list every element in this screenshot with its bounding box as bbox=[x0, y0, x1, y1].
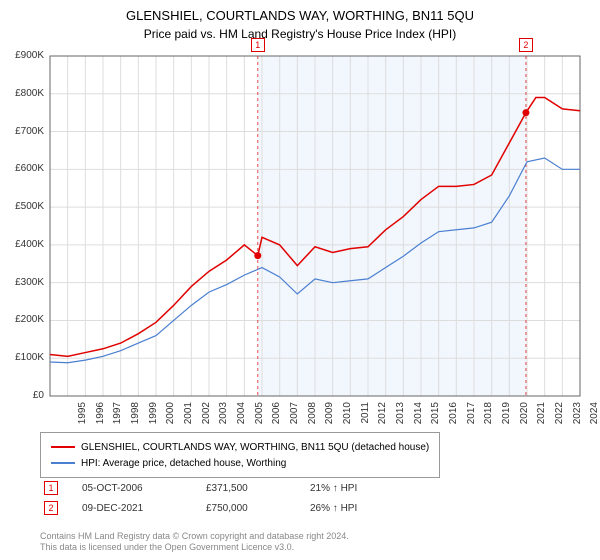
legend-label: GLENSHIEL, COURTLANDS WAY, WORTHING, BN1… bbox=[81, 442, 429, 453]
x-tick-label: 2024 bbox=[589, 402, 600, 432]
y-tick-label: £800K bbox=[0, 88, 44, 99]
transaction-date: 05-OCT-2006 bbox=[82, 483, 182, 494]
x-tick-label: 1995 bbox=[77, 402, 88, 432]
x-tick-label: 1998 bbox=[130, 402, 141, 432]
transaction-row: 2 09-DEC-2021 £750,000 26% ↑ HPI bbox=[40, 498, 600, 518]
x-tick-label: 2002 bbox=[201, 402, 212, 432]
transaction-price: £371,500 bbox=[206, 483, 286, 494]
footnote-line2: This data is licensed under the Open Gov… bbox=[40, 542, 349, 554]
x-tick-label: 2011 bbox=[360, 402, 371, 432]
legend-swatch bbox=[51, 462, 75, 464]
transaction-delta: 26% ↑ HPI bbox=[310, 503, 357, 514]
x-tick-label: 2007 bbox=[289, 402, 300, 432]
y-tick-label: £200K bbox=[0, 314, 44, 325]
x-tick-label: 2003 bbox=[218, 402, 229, 432]
x-tick-label: 2014 bbox=[413, 402, 424, 432]
legend-swatch bbox=[51, 446, 75, 448]
chart-title: GLENSHIEL, COURTLANDS WAY, WORTHING, BN1… bbox=[0, 0, 600, 23]
x-tick-label: 2019 bbox=[501, 402, 512, 432]
x-tick-label: 2000 bbox=[165, 402, 176, 432]
x-tick-label: 1996 bbox=[95, 402, 106, 432]
x-tick-label: 1999 bbox=[148, 402, 159, 432]
x-tick-label: 2012 bbox=[377, 402, 388, 432]
x-tick-label: 2017 bbox=[466, 402, 477, 432]
x-tick-label: 2001 bbox=[183, 402, 194, 432]
x-tick-label: 2013 bbox=[395, 402, 406, 432]
transaction-row: 1 05-OCT-2006 £371,500 21% ↑ HPI bbox=[40, 478, 600, 498]
x-tick-label: 2021 bbox=[536, 402, 547, 432]
footnote: Contains HM Land Registry data © Crown c… bbox=[40, 531, 349, 554]
y-tick-label: £900K bbox=[0, 50, 44, 61]
x-tick-label: 2009 bbox=[324, 402, 335, 432]
chart-subtitle: Price paid vs. HM Land Registry's House … bbox=[0, 23, 600, 41]
x-tick-label: 2006 bbox=[271, 402, 282, 432]
transaction-date: 09-DEC-2021 bbox=[82, 503, 182, 514]
x-tick-label: 2004 bbox=[236, 402, 247, 432]
chart-container: GLENSHIEL, COURTLANDS WAY, WORTHING, BN1… bbox=[0, 0, 600, 560]
x-tick-label: 2016 bbox=[448, 402, 459, 432]
legend-item: HPI: Average price, detached house, Wort… bbox=[51, 455, 429, 471]
y-tick-label: £400K bbox=[0, 239, 44, 250]
x-tick-label: 2020 bbox=[519, 402, 530, 432]
marker-label: 2 bbox=[519, 38, 533, 52]
x-tick-label: 2005 bbox=[254, 402, 265, 432]
x-tick-label: 1997 bbox=[112, 402, 123, 432]
x-tick-label: 2023 bbox=[572, 402, 583, 432]
y-tick-label: £0 bbox=[0, 390, 44, 401]
legend-label: HPI: Average price, detached house, Wort… bbox=[81, 458, 286, 469]
x-tick-label: 2015 bbox=[430, 402, 441, 432]
y-tick-label: £500K bbox=[0, 201, 44, 212]
y-tick-label: £700K bbox=[0, 126, 44, 137]
legend-item: GLENSHIEL, COURTLANDS WAY, WORTHING, BN1… bbox=[51, 439, 429, 455]
y-tick-label: £300K bbox=[0, 277, 44, 288]
chart-plot bbox=[50, 56, 580, 396]
transaction-marker: 1 bbox=[44, 481, 58, 495]
marker-label: 1 bbox=[251, 38, 265, 52]
y-tick-label: £100K bbox=[0, 352, 44, 363]
x-tick-label: 2010 bbox=[342, 402, 353, 432]
footnote-line1: Contains HM Land Registry data © Crown c… bbox=[40, 531, 349, 543]
legend-box: GLENSHIEL, COURTLANDS WAY, WORTHING, BN1… bbox=[40, 432, 440, 478]
x-tick-label: 2018 bbox=[483, 402, 494, 432]
transaction-delta: 21% ↑ HPI bbox=[310, 483, 357, 494]
transaction-marker: 2 bbox=[44, 501, 58, 515]
x-tick-label: 2022 bbox=[554, 402, 565, 432]
transactions-table: 1 05-OCT-2006 £371,500 21% ↑ HPI 2 09-DEC-202… bbox=[40, 478, 600, 518]
y-tick-label: £600K bbox=[0, 163, 44, 174]
transaction-price: £750,000 bbox=[206, 503, 286, 514]
x-tick-label: 2008 bbox=[307, 402, 318, 432]
